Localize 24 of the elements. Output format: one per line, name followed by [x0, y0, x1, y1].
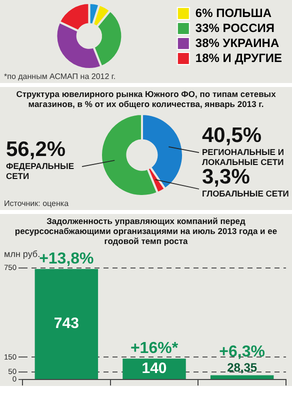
legend-label: 6% ПОЛЬША	[195, 6, 272, 20]
text: *по данным АСМАП на 2012 г.	[3, 72, 117, 83]
data-label: 56,2%	[6, 138, 66, 161]
legend-label: 38% УКРАИНА	[195, 36, 280, 50]
chart-title: Структура ювелирного рынка Южного ФО, по типам сетевых магазинов, в % от их общего количества, январь 2013 г.	[15, 88, 277, 111]
annotation: +6,3%	[219, 344, 265, 361]
y-axis-title: млн руб.	[4, 248, 40, 259]
data-label: 40,5%	[202, 124, 262, 147]
slice-label: ФЕДЕРАЛЬНЫЕ СЕТИ	[6, 161, 74, 182]
data-label: 140	[142, 360, 167, 377]
data-label: 3,3%	[202, 165, 250, 188]
legend-label: 33% РОССИЯ	[195, 20, 275, 35]
bar	[34, 269, 98, 379]
legend-label: 18% И ДРУГИЕ	[195, 50, 282, 65]
text: +13,8%	[39, 250, 94, 268]
data-label: 743	[54, 315, 79, 332]
bar	[210, 375, 274, 379]
chart-title: Задолженность управляющих компаний перед ресурсоснабжающими организациями на июль 2013 года и ее годовой темп роста	[14, 215, 278, 248]
text: Источник: оценка	[3, 199, 70, 210]
slice-label: РЕГИОНАЛЬНЫЕ И ЛОКАЛЬНЫЕ СЕТИ	[202, 147, 284, 168]
data-label: 28,35	[227, 360, 258, 375]
annotation: +16%*	[130, 340, 179, 358]
slice-label: ГЛОБАЛЬНЫЕ СЕТИ	[202, 188, 289, 199]
bar	[122, 358, 186, 379]
